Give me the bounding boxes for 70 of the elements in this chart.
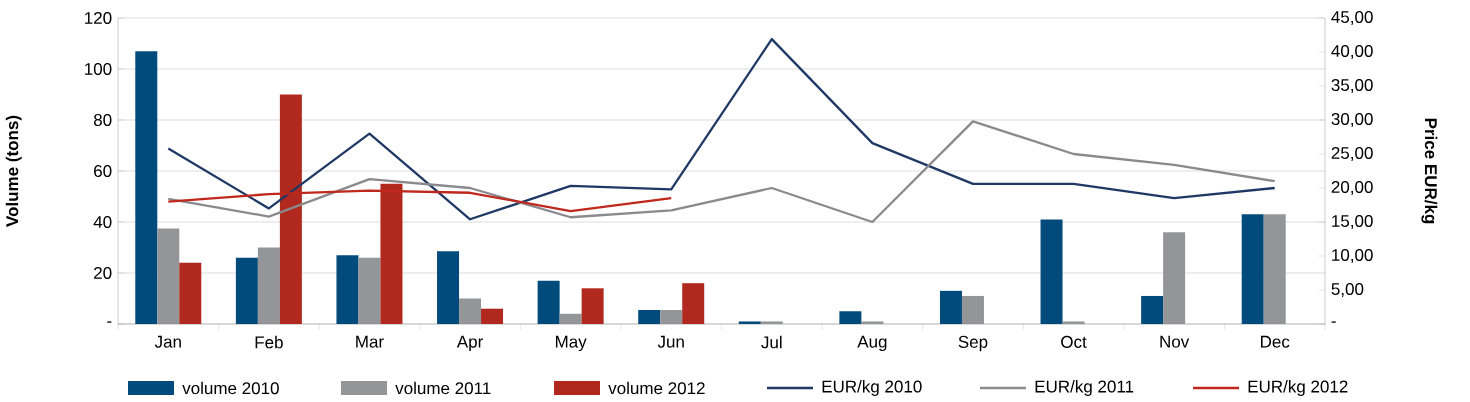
bar xyxy=(235,257,258,324)
bar xyxy=(459,298,482,324)
bar xyxy=(1163,232,1186,324)
y2-axis-title: Price EUR/kg xyxy=(1421,118,1438,224)
y2-tick-label: 5,00 xyxy=(1331,282,1364,298)
x-tick-label: Nov xyxy=(1160,335,1190,348)
x-tick-label: Jul xyxy=(761,335,782,349)
y2-tick-label: - xyxy=(1331,321,1336,323)
y2-tick-label: 30,00 xyxy=(1331,112,1373,128)
line-series xyxy=(167,120,1276,224)
bar xyxy=(839,311,862,324)
bar xyxy=(738,321,761,324)
x-tick-label: Jan xyxy=(154,335,181,348)
x-tick-label: Apr xyxy=(456,335,483,352)
y-tick-label: 60 xyxy=(94,164,112,178)
y2-tick-label: 10,00 xyxy=(1332,248,1373,264)
bar xyxy=(939,290,962,324)
y2-tick-label: 25,00 xyxy=(1331,146,1373,162)
y-tick-label: 120 xyxy=(85,11,112,25)
bar xyxy=(135,51,158,324)
bar xyxy=(961,295,984,324)
bar xyxy=(257,247,280,324)
line-series xyxy=(167,189,673,213)
y-tick-label: 20 xyxy=(94,266,112,280)
bar xyxy=(1141,295,1164,324)
y2-tick-label: 40,00 xyxy=(1331,44,1373,60)
bar xyxy=(481,308,504,324)
bar xyxy=(559,313,582,324)
bar xyxy=(581,288,604,324)
legend-label: volume 2012 xyxy=(608,381,705,395)
x-tick-label: Sep xyxy=(958,335,988,352)
x-tick-label: May xyxy=(555,335,587,352)
bar xyxy=(157,228,180,324)
y-tick-label: 100 xyxy=(85,62,112,76)
x-tick-label: Aug xyxy=(857,335,887,352)
y2-tick-label: 35,00 xyxy=(1331,78,1373,94)
bar xyxy=(279,94,302,324)
y2-tick-label: 15,00 xyxy=(1332,214,1373,230)
y-axis-title: Volume (tons) xyxy=(5,115,22,227)
bar xyxy=(336,255,359,324)
bar xyxy=(760,321,783,324)
y2-tick-label: 20,00 xyxy=(1331,180,1373,196)
line-series xyxy=(167,37,1276,221)
x-tick-label: Jun xyxy=(657,335,684,348)
legend-label: volume 2010 xyxy=(182,381,279,395)
bar xyxy=(179,262,202,324)
bar xyxy=(537,280,560,324)
bar xyxy=(380,183,403,324)
y-tick-label: 40 xyxy=(93,215,112,229)
y-tick-label: 80 xyxy=(93,113,112,127)
y-tick-label: - xyxy=(107,321,112,323)
legend-label: EUR/kg 2011 xyxy=(1035,380,1134,396)
bar xyxy=(660,309,683,324)
bar xyxy=(1263,214,1286,324)
legend-label: EUR/kg 2012 xyxy=(1248,380,1348,396)
bar xyxy=(358,257,381,324)
legend-label: volume 2011 xyxy=(395,381,491,395)
x-tick-label: Dec xyxy=(1260,335,1290,348)
x-tick-label: Oct xyxy=(1061,335,1087,348)
bar xyxy=(1040,219,1063,324)
bar xyxy=(1241,214,1264,324)
bar xyxy=(638,309,661,324)
bar xyxy=(437,251,460,324)
x-tick-label: Feb xyxy=(255,335,283,349)
bar xyxy=(682,283,705,324)
x-tick-label: Mar xyxy=(356,335,384,348)
legend-label: EUR/kg 2010 xyxy=(822,380,922,396)
y2-tick-label: 45,00 xyxy=(1331,10,1373,26)
bar xyxy=(861,321,884,324)
bar xyxy=(1062,321,1085,324)
